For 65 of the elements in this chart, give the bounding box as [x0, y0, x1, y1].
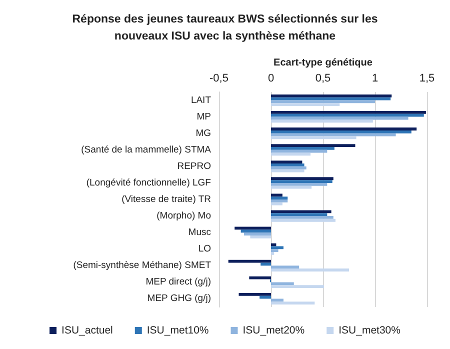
bar [271, 97, 391, 100]
bar [271, 200, 288, 202]
bar [271, 194, 282, 197]
y-tick-label: (Longévité fonctionnelle) LGF [86, 177, 212, 188]
bar [249, 276, 271, 280]
x-tick-label: 0,5 [315, 72, 331, 84]
bar [271, 136, 356, 140]
bar [271, 266, 300, 269]
bar [244, 232, 271, 236]
y-tick-label: LAIT [190, 94, 212, 106]
bar [271, 213, 328, 216]
bar [271, 180, 332, 183]
bar [271, 130, 412, 134]
bar [271, 144, 356, 147]
bar [271, 128, 417, 130]
bar [271, 111, 426, 114]
bar [271, 202, 282, 206]
legend-label: ISU_met30% [338, 324, 400, 336]
bar [271, 186, 312, 189]
legend-label: ISU_met20% [242, 324, 305, 336]
bar [271, 94, 392, 98]
y-tick-label: Musc [188, 227, 212, 238]
chart-title: Réponse des jeunes taureaux BWS sélectionnés sur les nouveaux ISU avec la synthèse méthane [72, 14, 378, 42]
bar [271, 160, 302, 164]
y-tick-label: (Morpho) Mo [156, 210, 211, 222]
x-axis-title: Ecart-type génétique [274, 58, 373, 69]
bar [250, 235, 271, 238]
bar [271, 120, 373, 123]
bar [271, 114, 424, 117]
x-tick-label: 1,5 [419, 72, 435, 84]
bar [271, 182, 328, 186]
bar [271, 164, 304, 166]
y-tick-label: MEP GHG (g/j) [147, 293, 211, 304]
bar [271, 252, 274, 255]
y-tick-label: MG [196, 128, 211, 139]
y-tick-label: (Santé de la mammelle) STMA [81, 144, 212, 156]
bar [271, 302, 315, 305]
y-tick-label: REPRO [177, 160, 211, 172]
y-tick-label: MP [196, 111, 211, 122]
bar [271, 166, 306, 170]
x-tick-label: -0,5 [210, 72, 228, 84]
y-tick-label: LO [198, 244, 211, 255]
bar [271, 249, 278, 252]
bar [238, 292, 271, 296]
bar [271, 146, 334, 150]
y-tick-label: MEP direct (g/j) [146, 276, 211, 288]
bar [271, 196, 288, 200]
bar [240, 230, 271, 233]
bar [271, 177, 334, 180]
bar [271, 246, 284, 250]
legend-label: ISU_actuel [62, 324, 113, 336]
y-tick-label: (Semi-synthèse Méthane) SMET [73, 260, 212, 272]
bar [271, 218, 336, 222]
bar [271, 103, 340, 106]
bar [271, 216, 334, 219]
x-tick-label: 1 [372, 72, 378, 84]
bar [271, 268, 349, 272]
y-tick-label: (Vitesse de traite) TR [122, 194, 212, 205]
x-tick-label: 0 [268, 72, 274, 84]
bar [271, 298, 284, 302]
bar [228, 260, 271, 263]
bar [271, 282, 294, 286]
legend-label: ISU_met10% [146, 324, 209, 336]
bar [271, 285, 324, 288]
bar [271, 150, 328, 153]
